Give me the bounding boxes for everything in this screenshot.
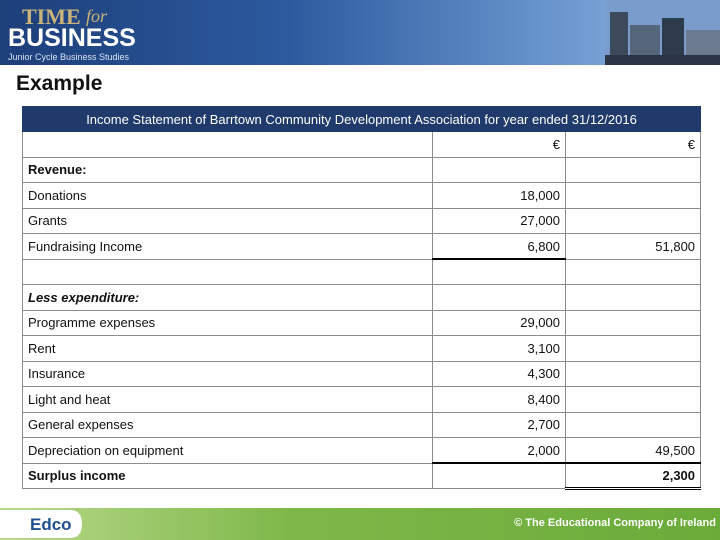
row-label: Rent [22, 335, 433, 362]
row-label: General expenses [22, 411, 433, 438]
row-label: Depreciation on equipment [22, 437, 433, 464]
amount: 18,000 [432, 182, 566, 209]
city-photo [605, 0, 720, 65]
logo-for: for [86, 6, 108, 26]
row-label: Fundraising Income [22, 233, 433, 260]
logo-top: TIME [22, 4, 81, 29]
heading: Example [16, 72, 103, 95]
banner: TIME for BUSINESS Junior Cycle Business … [0, 0, 720, 65]
row-label: Surplus income [22, 462, 433, 489]
table-title: Income Statement of Barrtown Community D… [21, 106, 702, 132]
currency: € [432, 131, 566, 158]
total: 2,300 [564, 462, 702, 490]
total: 49,500 [564, 437, 702, 464]
amount: 2,000 [432, 437, 566, 464]
brand: Edco [30, 515, 72, 534]
row-label: Programme expenses [22, 309, 433, 336]
logo-sub: Junior Cycle Business Studies [8, 52, 130, 62]
copyright: © The Educational Company of Ireland [514, 517, 716, 529]
income-statement: Income Statement of Barrtown Community D… [21, 106, 702, 490]
amount: 8,400 [432, 386, 566, 413]
section-label: Less expenditure: [22, 284, 433, 311]
row-label: Insurance [22, 360, 433, 387]
logo-main: BUSINESS [8, 24, 136, 52]
amount: 6,800 [432, 233, 566, 260]
total: 51,800 [564, 233, 702, 260]
amount: 29,000 [432, 309, 566, 336]
row-label: Donations [22, 182, 433, 209]
logo-badge [0, 510, 82, 538]
footer-art: Edco © The Educational Company of Irelan… [0, 510, 716, 538]
section-label: Revenue: [22, 156, 433, 183]
banner-art: TIME for BUSINESS Junior Cycle Business … [8, 0, 720, 65]
amount: 2,700 [432, 411, 566, 438]
amount: 4,300 [432, 360, 566, 387]
currency: € [564, 131, 702, 158]
row-label: Light and heat [22, 386, 433, 413]
row-label: Grants [22, 207, 433, 234]
amount: 3,100 [432, 335, 566, 362]
amount: 27,000 [432, 207, 566, 234]
footer: Edco © The Educational Company of Irelan… [0, 508, 720, 540]
